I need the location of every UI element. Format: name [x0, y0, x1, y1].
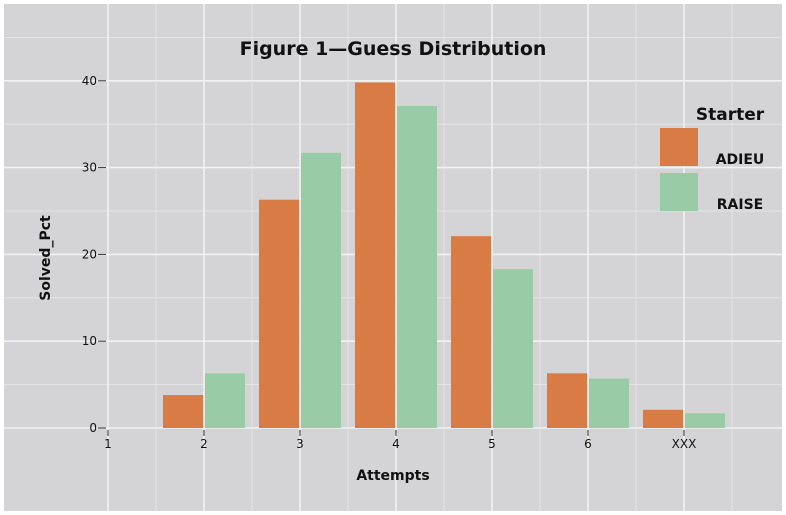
legend-label-raise: RAISE: [717, 197, 763, 213]
x-tick-label: 3: [296, 437, 304, 451]
x-tick-label: 5: [488, 437, 496, 451]
legend-title: Starter: [696, 105, 765, 125]
bar-raise-2: [205, 373, 245, 428]
x-tick-label: 6: [584, 437, 592, 451]
legend-label-adieu: ADIEU: [716, 152, 765, 168]
bar-raise-4: [397, 105, 437, 429]
bar-raise-3: [301, 152, 341, 428]
y-tick-label: 0: [89, 421, 97, 435]
legend-swatch-raise: [660, 173, 698, 211]
x-tick-label: 2: [200, 437, 208, 451]
axes: 0 10 20 30 40 1 2 3 4 5 6 XXX: [82, 74, 697, 451]
bar-raise-xxx: [685, 413, 725, 428]
y-tick-label: 40: [82, 74, 97, 88]
bar-adieu-xxx: [643, 409, 683, 428]
bar-adieu-2: [163, 395, 203, 428]
bar-adieu-4: [355, 82, 395, 428]
x-tick-label: XXX: [672, 437, 697, 451]
bar-raise-6: [589, 378, 629, 428]
x-tick-label: 4: [392, 437, 400, 451]
bar-adieu-5: [451, 236, 491, 428]
x-tick-label: 1: [104, 437, 112, 451]
legend: Starter ADIEU RAISE: [660, 105, 765, 213]
chart-title: Figure 1—Guess Distribution: [240, 38, 547, 60]
y-axis-label: Solved_Pct: [38, 215, 54, 301]
y-tick-label: 30: [82, 161, 97, 175]
legend-swatch-adieu: [660, 128, 698, 166]
x-axis-label: Attempts: [356, 468, 429, 484]
bar-adieu-3: [259, 199, 299, 428]
bar-raise-5: [493, 269, 533, 428]
bar-adieu-6: [547, 373, 587, 428]
bars: [163, 82, 725, 429]
y-tick-label: 10: [82, 334, 97, 348]
y-tick-label: 20: [82, 247, 97, 261]
